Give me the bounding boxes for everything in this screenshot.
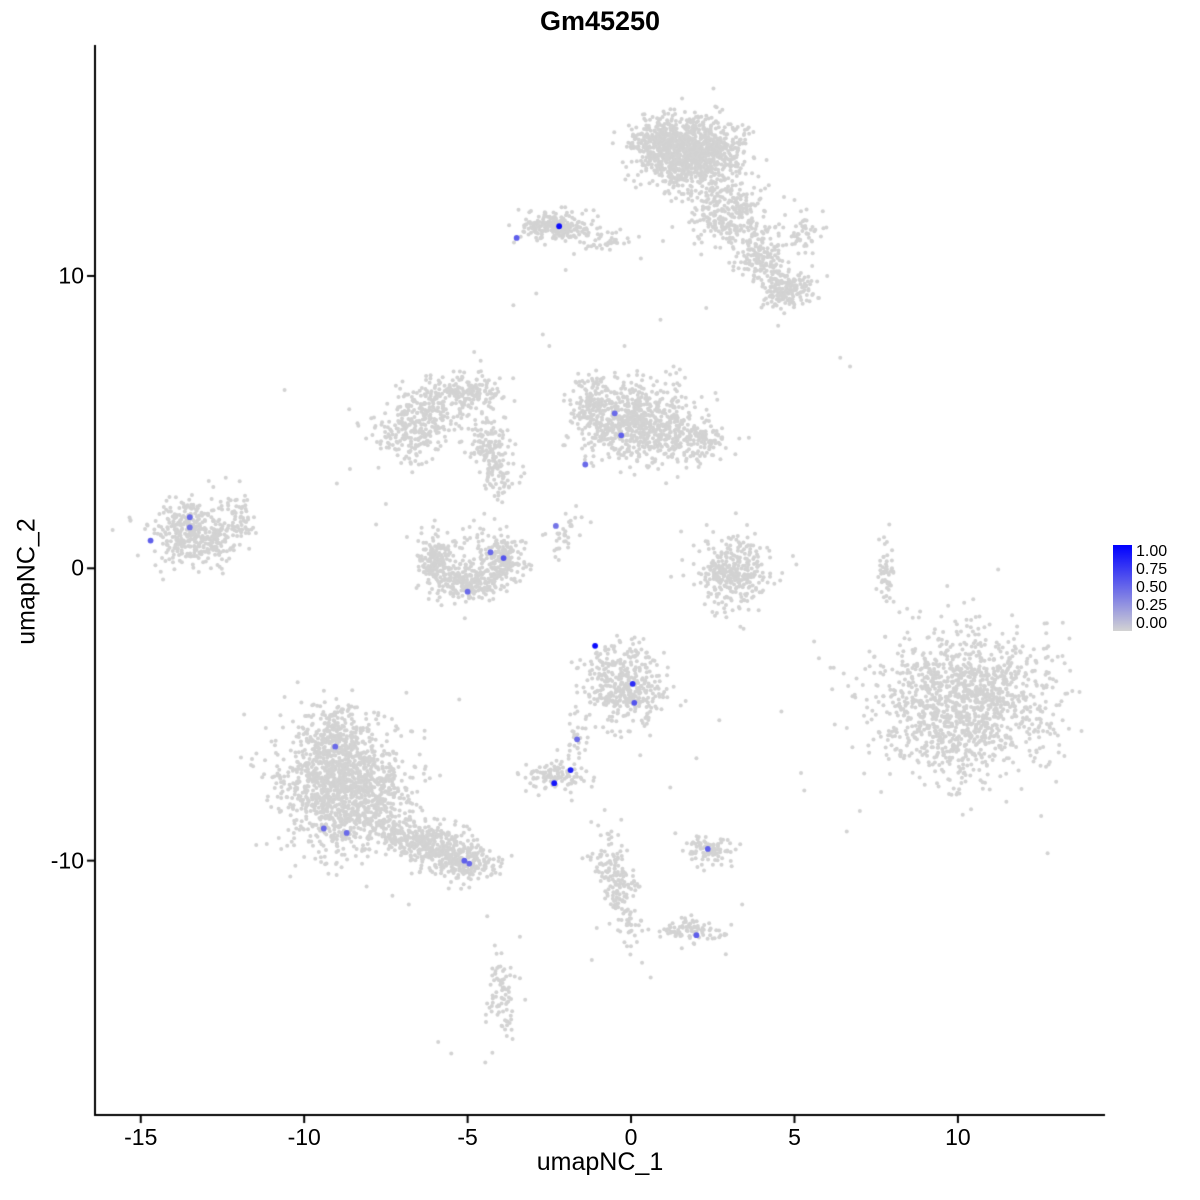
y-tick-label: 0 (71, 554, 84, 581)
y-axis-label: umapNC_2 (12, 518, 41, 645)
legend-tick-label: 1.00 (1136, 543, 1168, 560)
x-tick-label: 10 (945, 1124, 971, 1150)
x-axis-label: umapNC_1 (536, 1148, 664, 1176)
x-tick-label: 5 (788, 1124, 801, 1150)
x-tick-label: 0 (624, 1124, 638, 1150)
chart-title: Gm45250 (539, 6, 661, 36)
legend-tick-label: 0.75 (1136, 561, 1168, 578)
expression-colorbar (1113, 545, 1132, 631)
x-tick-label: -10 (287, 1124, 321, 1150)
legend-tick-label: 0.00 (1136, 615, 1168, 632)
y-tick-label: 10 (58, 262, 84, 289)
x-tick-label: -5 (457, 1124, 478, 1150)
y-tick-label: -10 (50, 847, 84, 874)
legend-tick-label: 0.25 (1136, 597, 1168, 614)
x-tick-label: -15 (124, 1124, 158, 1150)
legend-tick-label: 0.50 (1136, 579, 1168, 596)
